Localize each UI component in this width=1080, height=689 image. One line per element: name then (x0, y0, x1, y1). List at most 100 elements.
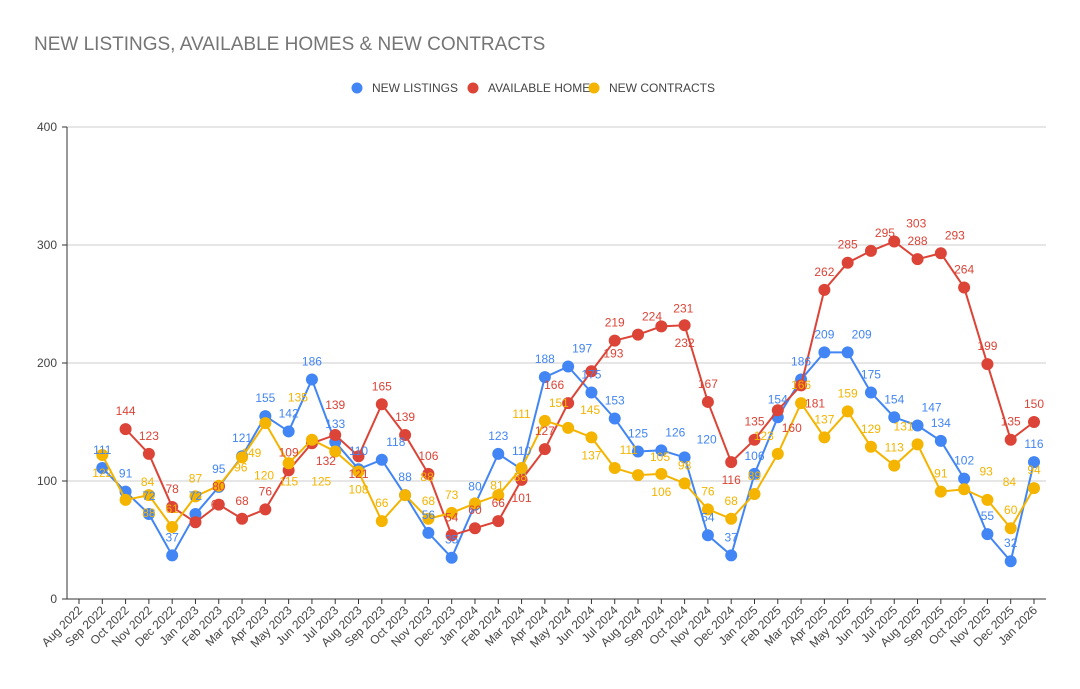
data-point-new-contracts (655, 467, 668, 480)
data-label-available-homes: 139 (325, 398, 345, 412)
data-point-new-contracts (1028, 482, 1040, 495)
data-point-new-contracts (771, 447, 784, 460)
data-point-new-contracts (958, 483, 971, 496)
data-label-new-listings: 56 (422, 508, 436, 522)
data-point-new-contracts (678, 477, 691, 490)
data-point-new-listings (189, 508, 202, 521)
data-label-available-homes: 288 (908, 234, 928, 248)
data-label-available-homes: 68 (235, 494, 249, 508)
data-point-available-homes (445, 529, 458, 542)
data-point-new-listings (166, 549, 179, 562)
data-label-available-homes: 181 (805, 396, 825, 410)
data-point-new-contracts (934, 485, 947, 498)
data-point-new-listings (981, 528, 994, 541)
data-label-new-listings: 54 (701, 510, 715, 524)
data-point-new-listings (655, 444, 668, 457)
data-label-new-listings: 37 (165, 530, 179, 544)
series-line-available-homes (124, 240, 1035, 537)
data-point-available-homes (911, 253, 924, 266)
legend-marker (467, 82, 479, 94)
data-label-new-contracts: 145 (580, 403, 600, 417)
data-point-available-homes (468, 522, 481, 535)
data-point-new-listings (1028, 456, 1040, 469)
data-point-new-contracts (701, 503, 714, 516)
data-label-new-contracts: 60 (1004, 503, 1018, 517)
data-label-new-listings: 188 (535, 352, 555, 366)
data-label-new-listings: 147 (922, 401, 942, 415)
data-point-new-contracts (818, 431, 831, 444)
data-label-available-homes: 224 (642, 310, 662, 324)
data-point-new-contracts (422, 512, 435, 525)
data-label-new-contracts: 113 (885, 441, 904, 455)
y-tick-label: 100 (37, 474, 57, 488)
data-point-available-homes (142, 447, 155, 460)
data-label-available-homes: 219 (605, 316, 625, 330)
data-label-new-contracts: 61 (165, 502, 179, 516)
data-label-available-homes: 165 (372, 379, 392, 393)
data-point-available-homes (492, 515, 505, 528)
data-point-new-listings (864, 386, 877, 399)
data-label-new-contracts: 120 (254, 468, 274, 482)
data-point-new-listings (422, 526, 435, 539)
data-label-new-contracts: 84 (141, 475, 155, 489)
data-point-available-homes (259, 503, 272, 516)
data-point-available-homes (864, 244, 877, 257)
data-point-available-homes (725, 456, 738, 469)
data-point-new-listings (841, 346, 854, 359)
data-label-new-listings: 80 (468, 480, 482, 494)
data-label-available-homes: 101 (512, 491, 532, 505)
data-point-new-listings (375, 453, 388, 466)
data-label-new-listings: 175 (861, 368, 881, 382)
data-label-new-contracts: 159 (838, 386, 858, 400)
data-point-new-listings (142, 508, 155, 521)
data-label-available-homes: 127 (535, 424, 555, 438)
data-point-new-contracts (282, 457, 295, 470)
legend-label: AVAILABLE HOMES (488, 81, 598, 95)
data-label-available-homes: 76 (259, 484, 273, 498)
data-point-new-listings (818, 346, 831, 359)
data-point-new-listings (538, 371, 551, 384)
data-label-new-contracts: 88 (514, 470, 528, 484)
data-label-new-listings: 35 (445, 533, 459, 547)
data-point-available-homes (422, 467, 435, 480)
data-label-available-homes: 106 (418, 449, 438, 463)
data-label-new-contracts: 125 (311, 475, 331, 489)
data-point-new-listings (934, 434, 947, 447)
legend-item-new-listings: NEW LISTINGS (351, 81, 458, 95)
data-label-new-listings: 154 (884, 392, 904, 406)
data-label-available-homes: 60 (468, 503, 482, 517)
data-point-available-homes (841, 256, 854, 269)
data-point-available-homes (1028, 416, 1040, 428)
data-label-new-contracts: 93 (979, 464, 993, 478)
y-tick-label: 200 (37, 356, 57, 370)
data-point-new-contracts (259, 417, 272, 430)
data-point-new-contracts (445, 506, 458, 519)
data-label-new-contracts: 89 (748, 469, 762, 483)
data-label-available-homes: 123 (139, 429, 159, 443)
data-label-new-listings: 111 (93, 443, 112, 457)
data-label-new-contracts: 111 (620, 443, 639, 457)
data-label-new-listings: 134 (931, 416, 951, 430)
data-label-available-homes: 116 (722, 473, 741, 487)
data-point-new-contracts (538, 414, 551, 427)
data-point-new-listings (608, 412, 621, 425)
data-label-new-listings: 102 (954, 454, 974, 468)
data-label-new-listings: 155 (255, 391, 275, 405)
legend-label: NEW CONTRACTS (609, 81, 715, 95)
data-point-new-contracts (468, 497, 481, 510)
y-tick-label: 400 (37, 120, 57, 134)
data-point-new-contracts (329, 445, 342, 458)
data-point-new-contracts (632, 469, 645, 482)
data-label-available-homes: 80 (212, 480, 226, 494)
data-point-new-contracts (236, 451, 249, 464)
data-point-new-listings (958, 472, 971, 485)
data-point-new-contracts (189, 490, 202, 503)
data-label-new-listings: 72 (189, 489, 203, 503)
data-label-available-homes: 65 (211, 497, 225, 511)
data-label-new-contracts: 94 (1027, 463, 1041, 477)
data-point-new-listings (701, 529, 714, 542)
data-label-new-listings: 186 (791, 355, 811, 369)
data-point-new-listings (96, 462, 109, 475)
y-tick-label: 300 (37, 238, 57, 252)
data-label-new-contracts: 105 (650, 450, 670, 464)
